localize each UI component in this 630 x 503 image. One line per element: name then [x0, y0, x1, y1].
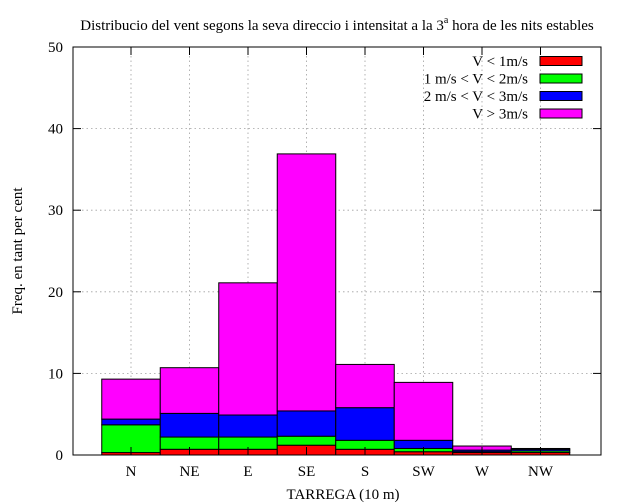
x-tick-label: E	[243, 464, 252, 480]
legend-swatch	[539, 56, 583, 66]
legend-label: 1 m/s < V < 2m/s	[424, 72, 528, 88]
bar-segment-NE-3	[159, 367, 220, 414]
legend-label: V < 1m/s	[472, 54, 528, 70]
y-tick-label: 30	[48, 203, 63, 219]
legend: V < 1m/s 1 m/s < V < 2m/s2 m/s < V < 3m/s…	[424, 54, 583, 123]
chart-title-suffix: hora de les nits estables	[448, 18, 594, 34]
bar-segment-SE-3	[276, 153, 337, 412]
chart-title-superscript: a	[444, 15, 449, 26]
x-tick-label: SE	[298, 464, 316, 480]
legend-swatch	[539, 91, 583, 101]
bar-segment-NE-2	[159, 412, 220, 438]
x-tick-label: S	[361, 464, 369, 480]
bars-layer	[101, 153, 571, 456]
x-tick-label: N	[126, 464, 137, 480]
x-tick-label: NE	[180, 464, 200, 480]
axes-layer: 0 10 20 30 40 50 N NE E SE S SW W NW	[48, 40, 602, 480]
x-tick-label: SW	[412, 464, 435, 480]
bar-segment-S-3	[335, 363, 395, 409]
legend-swatch	[539, 108, 583, 119]
y-tick-label: 10	[48, 366, 63, 382]
bar-segment-N-3	[101, 378, 161, 420]
bar-segment-N-2	[101, 418, 161, 426]
legend-label: 2 m/s < V < 3m/s	[424, 89, 528, 105]
x-tick-label: W	[475, 464, 490, 480]
bar-segment-E-3	[218, 282, 278, 416]
y-axis-label: Freq. en tant per cent	[10, 187, 26, 315]
bar-segment-SE-1	[276, 435, 337, 446]
y-tick-label: 0	[56, 448, 64, 464]
chart-title: Distribucio del vent segons la seva dire…	[80, 15, 594, 34]
y-tick-label: 50	[48, 40, 63, 56]
bar-segment-SW-3	[393, 381, 454, 441]
bar-segment-E-2	[218, 414, 278, 438]
y-tick-label: 40	[48, 122, 63, 138]
chart-title-main: Distribucio del vent segons la seva dire…	[80, 18, 444, 34]
x-tick-label: NW	[528, 464, 554, 480]
y-tick-label: 20	[48, 285, 63, 301]
legend-swatch	[539, 73, 583, 84]
legend-label: V > 3m/s	[472, 107, 528, 123]
plot-frame	[72, 46, 602, 456]
bar-segment-SE-2	[276, 410, 337, 437]
x-axis-label: TARREGA (10 m)	[287, 487, 400, 503]
bar-segment-S-2	[335, 407, 395, 441]
